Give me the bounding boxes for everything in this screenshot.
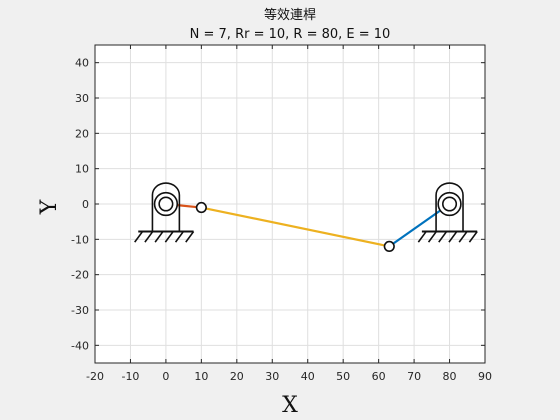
y-tick-label: -10 (71, 233, 89, 246)
x-tick-label: 30 (265, 370, 279, 383)
x-tick-label: 80 (443, 370, 457, 383)
pivot-bearing (435, 182, 464, 232)
x-tick-label: 60 (372, 370, 386, 383)
y-tick-label: 20 (75, 127, 89, 140)
x-tick-label: 50 (336, 370, 350, 383)
ground-pivot-1 (134, 182, 195, 243)
chart-title: 等效連桿 (264, 7, 316, 23)
y-tick-label: 0 (82, 198, 89, 211)
ground-hatch (448, 231, 458, 243)
ground-hatch (164, 231, 174, 243)
x-tick-label: 70 (407, 370, 421, 383)
y-tick-label: -40 (71, 339, 89, 352)
ground-hatch (185, 231, 195, 243)
tick-labels: -20 -10 0 10 20 30 40 50 60 70 80 90 -40 -30 -20 -10 0 10… (71, 57, 492, 383)
pivot-inner-ring (158, 196, 174, 212)
plot-area: -20 -10 0 10 20 30 40 50 60 70 80 90 -40 -30 -20 -10 0 10… (71, 44, 492, 383)
ground-hatch (154, 231, 164, 243)
ground-hatch (417, 231, 427, 243)
x-tick-label: -20 (86, 370, 104, 383)
x-tick-label: 20 (230, 370, 244, 383)
x-axis-label: X (282, 393, 298, 418)
chart-subtitle: N = 7, Rr = 10, R = 80, E = 10 (190, 27, 391, 42)
axes-box (94, 44, 486, 364)
ground-hatch (468, 231, 478, 243)
y-tick-label: 10 (75, 163, 89, 176)
link-line-2 (201, 206, 390, 248)
link-line-3 (388, 203, 451, 248)
x-tick-label: 10 (194, 370, 208, 383)
ground-pivots (134, 182, 478, 243)
ground-hatch (134, 231, 144, 243)
x-tick-label: -10 (121, 370, 139, 383)
pivot-inner-ring (442, 196, 458, 212)
joints (195, 201, 395, 252)
ground-hatch (438, 231, 448, 243)
ground-hatch (144, 231, 154, 243)
joint-2 (383, 240, 395, 252)
x-tick-label: 40 (301, 370, 315, 383)
ground-hatch (174, 231, 184, 243)
y-tick-label: -30 (71, 304, 89, 317)
y-tick-label: 30 (75, 92, 89, 105)
x-tick-label: 0 (162, 370, 169, 383)
y-axis-label: Y (37, 199, 62, 215)
pivot-bearing (151, 182, 181, 232)
ground-hatch (458, 231, 468, 243)
y-tick-label: 40 (75, 57, 89, 70)
x-tick-label: 90 (478, 370, 492, 383)
ground-hatch (427, 231, 438, 243)
ground-pivot-2 (417, 182, 478, 243)
joint-1 (195, 201, 207, 214)
y-tick-label: -20 (71, 269, 89, 282)
